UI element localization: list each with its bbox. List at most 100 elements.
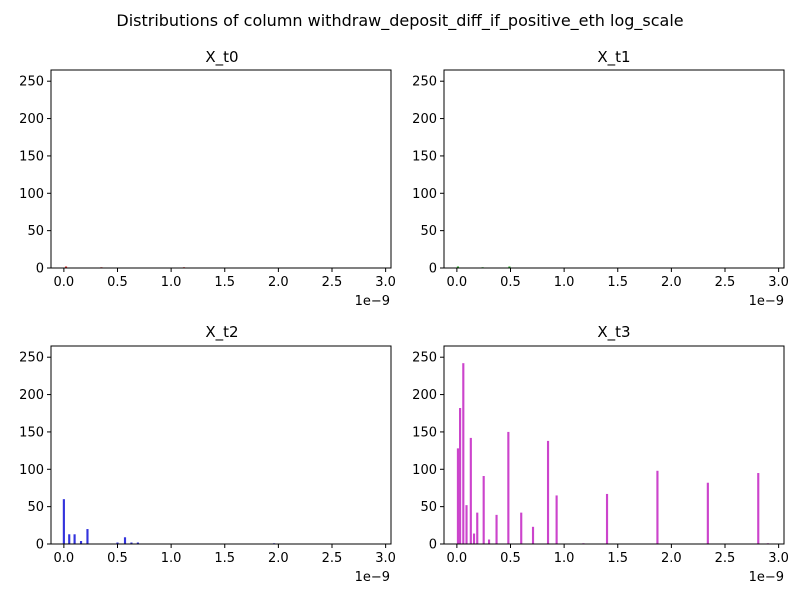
axes-frame	[443, 69, 785, 269]
y-tick-label: 250	[19, 351, 44, 366]
x-tick-label: 0.0	[54, 275, 75, 290]
subplot-x-t3: X_t3 1e−9 0.0 0.5 1.0 1.5 2.0 2.5 3.0 0 50 100 150…	[412, 323, 789, 585]
x-tick-label: 3.0	[375, 551, 396, 566]
y-tick-label: 200	[412, 388, 437, 403]
y-tick-label: 50	[27, 500, 44, 515]
y-tick-label: 200	[19, 388, 44, 403]
histogram-bar	[508, 266, 511, 268]
figure-title: Distributions of column withdraw_deposit…	[116, 11, 683, 31]
histogram-bar	[469, 437, 472, 544]
histogram-bar	[495, 514, 498, 544]
histogram-bar	[62, 499, 65, 544]
histogram-bar	[465, 505, 468, 544]
x-tick-label: 0.5	[107, 551, 128, 566]
bars	[456, 363, 769, 545]
x-offset-label: 1e−9	[355, 294, 390, 309]
subplot-title: X_t2	[205, 323, 238, 342]
histogram-bar	[116, 542, 119, 544]
x-tick-label: 1.5	[214, 551, 235, 566]
histogram-bar	[546, 440, 550, 544]
y-tick-label: 0	[36, 538, 44, 553]
histogram-bar	[456, 448, 460, 544]
axes-frame	[50, 345, 392, 545]
y-tick-label: 150	[412, 149, 437, 164]
x-tick-label: 2.5	[322, 275, 343, 290]
x-offset-label: 1e−9	[749, 570, 784, 585]
histogram-bar	[123, 537, 127, 544]
histogram-bar	[472, 533, 476, 544]
x-tick-label: 2.0	[268, 551, 289, 566]
y-tick-label: 50	[420, 224, 437, 239]
y-tick-label: 150	[19, 149, 44, 164]
y-tick-label: 100	[19, 463, 44, 478]
histogram-bar	[476, 512, 479, 544]
subplot-title: X_t1	[597, 48, 630, 67]
histogram-bar	[531, 526, 535, 544]
x-tick-label: 2.0	[661, 551, 682, 566]
x-tick-label: 2.0	[661, 275, 682, 290]
y-tick-label: 100	[412, 187, 437, 202]
y-tick-label: 250	[412, 351, 437, 366]
histogram-bar	[459, 408, 462, 544]
x-tick-label: 0.0	[447, 551, 468, 566]
histogram-bar	[605, 493, 609, 544]
histogram-bar	[555, 495, 558, 544]
histogram-bar	[73, 534, 76, 544]
x-tick-label: 3.0	[768, 275, 789, 290]
x-tick-label: 0.5	[500, 275, 521, 290]
x-tick-label: 3.0	[375, 275, 396, 290]
histogram-bar	[130, 542, 133, 544]
y-tick-label: 200	[19, 112, 44, 127]
y-tick-label: 250	[412, 75, 437, 90]
x-tick-label: 1.5	[607, 275, 628, 290]
x-tick-label: 2.5	[322, 551, 343, 566]
x-tick-label: 1.0	[161, 551, 182, 566]
x-tick-label: 1.0	[161, 275, 182, 290]
x-tick-label: 2.0	[268, 275, 289, 290]
x-tick-label: 0.5	[500, 551, 521, 566]
axes-frame	[50, 69, 392, 269]
y-tick-label: 100	[19, 187, 44, 202]
x-offset-label: 1e−9	[355, 570, 390, 585]
histogram-bar	[86, 529, 89, 544]
x-tick-label: 2.5	[715, 551, 736, 566]
histogram-bar	[706, 482, 709, 544]
subplot-title: X_t0	[205, 48, 238, 67]
y-tick-label: 250	[19, 75, 44, 90]
subplot-x-t0: X_t0 1e−9 0.0 0.5 1.0 1.5 2.0 2.5 3.0 0 50 100 150…	[19, 48, 396, 309]
histogram-bar	[462, 363, 465, 544]
x-tick-label: 1.0	[554, 275, 575, 290]
x-tick-label: 1.0	[554, 551, 575, 566]
histogram-bar	[136, 542, 139, 544]
histogram-bar	[79, 541, 83, 544]
y-tick-label: 50	[27, 224, 44, 239]
x-tick-label: 0.5	[107, 275, 128, 290]
y-tick-label: 50	[420, 500, 437, 515]
histogram-bar	[757, 473, 760, 544]
histogram-bar	[507, 431, 510, 544]
x-tick-label: 0.0	[447, 275, 468, 290]
histogram-bar	[482, 476, 485, 544]
y-tick-label: 0	[36, 262, 44, 277]
bars	[62, 499, 276, 545]
axes-frame	[443, 345, 785, 545]
y-tick-label: 100	[412, 463, 437, 478]
subplot-title: X_t3	[597, 323, 630, 342]
x-tick-label: 3.0	[768, 551, 789, 566]
y-tick-label: 200	[412, 112, 437, 127]
x-tick-label: 1.5	[214, 275, 235, 290]
x-tick-label: 0.0	[54, 551, 75, 566]
subplot-x-t1: X_t1 1e−9 0.0 0.5 1.0 1.5 2.0 2.5 3.0 0 50 100 150…	[412, 48, 789, 309]
histogram-bar	[487, 539, 491, 544]
x-tick-label: 2.5	[715, 275, 736, 290]
histogram-bar	[68, 534, 71, 544]
x-offset-label: 1e−9	[749, 294, 784, 309]
x-tick-label: 1.5	[607, 551, 628, 566]
subplot-x-t2: X_t2 1e−9 0.0 0.5 1.0 1.5 2.0 2.5 3.0 0 50 100 150…	[19, 323, 396, 585]
y-tick-label: 150	[19, 425, 44, 440]
histogram-bar	[520, 512, 523, 544]
y-tick-label: 0	[429, 262, 437, 277]
histogram-bar	[656, 470, 659, 544]
histogram-bar	[456, 266, 460, 268]
